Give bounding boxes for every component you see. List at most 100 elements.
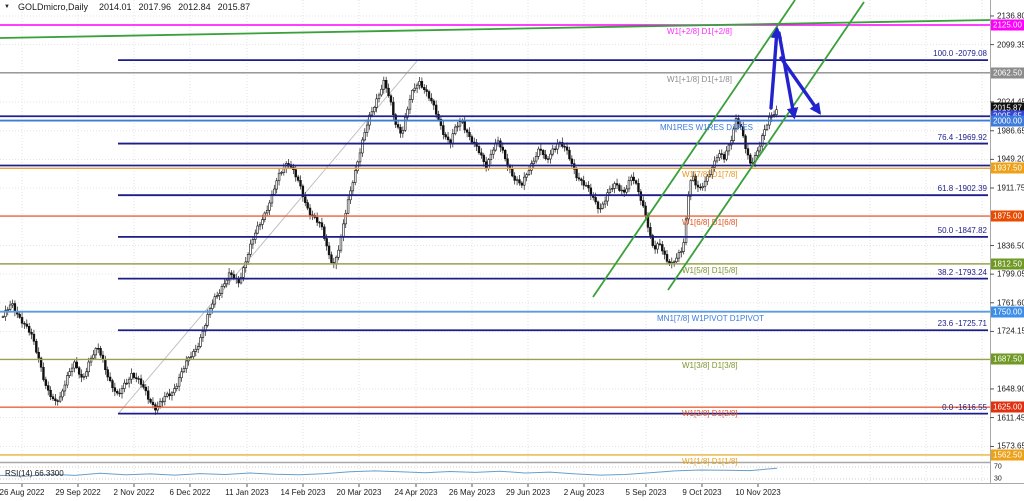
candle-body [470, 136, 474, 143]
candle-body [758, 145, 762, 152]
candle-body [430, 97, 433, 102]
candle-body [249, 243, 252, 255]
candle-body [601, 203, 604, 209]
candle-body [8, 304, 12, 310]
candle-body [615, 183, 619, 186]
candle-body [418, 81, 421, 86]
candle-body [308, 207, 312, 216]
candle-body [127, 378, 131, 384]
candle-body [132, 372, 136, 378]
candle-body [206, 314, 209, 326]
candle-body [456, 125, 459, 128]
candle-body [453, 126, 457, 135]
candle-body [66, 375, 69, 386]
candle-body [287, 163, 290, 165]
candle-body [23, 322, 26, 325]
candle-body [727, 144, 731, 152]
green-channel-right [667, 1, 865, 291]
candle-body [113, 387, 117, 392]
candle-body [653, 245, 657, 250]
candle-body [261, 219, 264, 225]
candle-body [223, 283, 226, 287]
candle-body [575, 168, 578, 179]
candle-body [99, 348, 102, 356]
candle-body [232, 274, 236, 279]
candle-body [82, 376, 86, 378]
candle-body [432, 100, 435, 106]
candle-body [618, 184, 621, 191]
candle-body [546, 158, 550, 160]
candle-body [756, 150, 759, 156]
candle-body [675, 257, 678, 263]
candle-body [763, 129, 766, 136]
candle-body [180, 371, 183, 379]
candle-body [542, 150, 545, 156]
candle-body [373, 107, 376, 113]
candle-body [163, 396, 167, 402]
candle-body [711, 166, 714, 175]
candle-body [594, 197, 597, 203]
candle-body [334, 256, 338, 265]
candle-body [149, 399, 152, 403]
candle-body [687, 195, 690, 220]
candle-body [358, 152, 362, 163]
candle-body [85, 371, 88, 377]
candle-body [239, 277, 243, 284]
candle-body [365, 124, 369, 133]
candle-body [649, 227, 652, 236]
candle-body [199, 337, 202, 347]
impulse-up-arrow [769, 26, 783, 110]
candle-body [527, 170, 531, 175]
candle-body [161, 400, 164, 403]
candle-body [244, 261, 247, 269]
candle-body [361, 139, 364, 154]
candle-body [389, 95, 393, 103]
grid-lines [0, 0, 990, 483]
candle-body [584, 184, 588, 187]
candle-body [351, 182, 355, 192]
candle-body [49, 389, 52, 397]
candlesticks [1, 76, 778, 415]
candle-body [301, 185, 305, 198]
candle-body [682, 242, 685, 252]
candle-body [627, 180, 631, 190]
candle-body [434, 104, 438, 115]
candle-body [325, 238, 328, 247]
candle-body [622, 189, 626, 193]
candle-body [401, 129, 405, 134]
candle-body [765, 124, 769, 130]
projection-down-arrow-2 [779, 56, 821, 115]
candle-body [144, 386, 147, 392]
candle-body [106, 369, 109, 378]
candle-body [268, 202, 271, 211]
candle-body [553, 148, 557, 151]
candle-body [299, 180, 302, 187]
candle-body [425, 89, 428, 92]
candle-body [146, 390, 150, 400]
candle-body [741, 126, 745, 137]
candle-body [487, 159, 490, 169]
candle-body [337, 249, 340, 258]
candle-body [722, 154, 726, 160]
candle-body [158, 401, 162, 407]
candle-body [468, 131, 471, 137]
candle-body [511, 168, 514, 177]
candle-body [439, 119, 443, 126]
candle-body [211, 303, 214, 309]
candle-body [80, 373, 83, 378]
candle-body [227, 272, 231, 281]
candle-body [318, 222, 321, 224]
candle-body [408, 99, 412, 110]
candle-body [251, 239, 255, 245]
candle-body [194, 348, 197, 352]
candle-body [427, 91, 431, 99]
candle-body [342, 223, 345, 237]
candle-body [680, 251, 683, 253]
candle-body [603, 200, 607, 205]
rsi-line [0, 467, 778, 477]
candle-body [701, 185, 704, 189]
candle-body [672, 261, 676, 263]
candle-body [696, 184, 700, 188]
